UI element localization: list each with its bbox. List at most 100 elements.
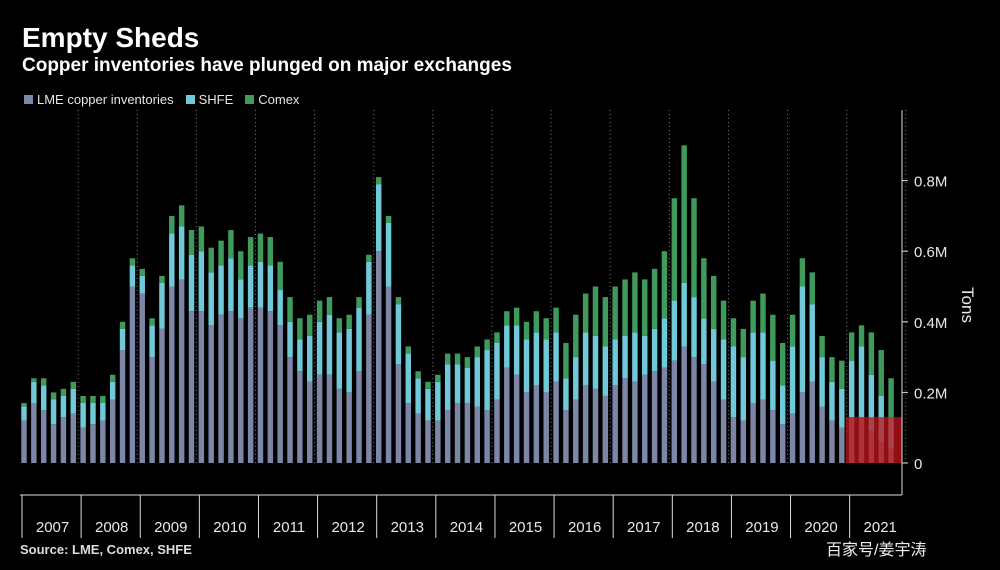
bar-segment-lme [661,367,668,463]
bar-segment-comex [770,314,776,361]
bar-segment-shfe [287,321,293,358]
legend-label-lme: LME copper inventories [37,92,174,107]
bar-segment-comex [435,374,441,382]
bar-segment-comex [188,230,195,255]
bar-segment-lme [523,392,530,463]
bar-segment-comex [444,353,451,365]
bar-segment-lme [829,420,835,463]
x-tick-label: 2012 [331,519,364,536]
bar-segment-shfe [50,399,57,425]
legend-label-shfe: SHFE [198,92,234,107]
bar-segment-shfe [710,328,717,382]
bar-segment-lme [257,307,264,463]
bar-segment-comex [563,342,569,379]
bar-segment-comex [789,314,796,347]
bar-segment-shfe [425,388,431,421]
bar-segment-lme [50,424,57,463]
bar-segment-comex [178,205,185,227]
bar-segment-shfe [100,402,106,421]
source-note: Source: LME, Comex, SHFE [20,542,192,557]
bar-segment-shfe [405,353,411,403]
bar-segment-comex [681,145,687,283]
bar-segment-comex [701,258,707,319]
bar-segment-shfe [139,275,145,294]
bar-segment-shfe [612,339,618,386]
y-tick-label: 0.4M [914,315,947,332]
bar-segment-shfe [385,222,392,287]
x-tick-label: 2020 [804,519,837,536]
bar-segment-lme [80,427,86,463]
y-axis-label: Tons [958,287,977,323]
bar-segment-comex [129,258,136,266]
bar-segment-shfe [602,346,609,396]
bar-segment-shfe [829,381,835,421]
legend-swatch-comex [245,95,255,104]
bar-segment-comex [484,339,490,351]
bar-segment-comex [760,293,766,333]
bar-segment-lme [651,371,658,463]
bar-segment-lme [218,314,224,463]
bar-segment-lme [612,385,618,463]
bar-segment-comex [100,395,106,403]
bar-segment-shfe [563,378,569,411]
bar-segment-shfe [592,335,599,389]
bar-segment-shfe [523,339,530,393]
bar-segment-comex [691,198,697,298]
legend-item-shfe: SHFE [185,92,234,107]
bar-segment-lme [31,402,37,463]
bar-segment-lme [267,311,274,463]
axes-group: 0 0.2M 0.4M 0.6M 0.8M Tons 2007 2008 2009 2010 201… [20,110,977,538]
bar-segment-lme [21,420,27,463]
bar-segment-comex [50,392,57,400]
bar-segment-lme [159,328,165,463]
bar-segment-lme [375,251,382,463]
bar-segment-shfe [671,300,678,361]
bar-segment-lme [277,325,283,463]
bar-segment-lme [415,413,421,463]
bar-segment-lme [839,427,845,463]
bar-segment-shfe [119,328,126,351]
bar-segment-comex [710,275,717,329]
bar-segment-shfe [858,346,865,418]
bar-segment-comex [829,357,835,382]
bar-segment-shfe [839,388,845,428]
y-tick-label: 0.2M [914,385,947,402]
bar-segment-shfe [543,339,549,393]
bar-segment-shfe [238,279,244,319]
bar-segment-comex [395,297,402,305]
bar-segment-comex [750,300,756,333]
bar-segment-comex [839,360,845,389]
bar-segment-lme [632,381,638,463]
bar-segment-shfe [159,282,165,329]
bar-segment-lme [444,410,451,463]
bar-segment-lme [760,399,766,463]
bar-segment-comex [888,378,894,418]
bar-segment-shfe [760,332,766,400]
bar-segment-shfe [267,265,274,312]
bar-segment-lme [474,406,480,463]
bar-segment-comex [799,258,806,287]
bar-segment-shfe [80,402,86,428]
bar-segment-comex [238,251,244,280]
bar-segment-shfe [70,388,76,414]
bar-segment-comex [267,237,274,266]
highlight-group [845,417,902,463]
bar-segment-shfe [799,286,806,393]
bar-segment-comex [582,293,589,333]
bar-segment-comex [287,297,293,322]
bar-segment-comex [307,314,313,336]
bar-segment-lme [730,417,737,463]
y-tick-label: 0.8M [914,174,947,191]
bar-segment-lme [60,417,67,463]
bar-segment-shfe [277,290,283,326]
legend-label-comex: Comex [258,92,300,107]
x-tick-label: 2015 [509,519,542,536]
bar-segment-lme [385,286,392,463]
bar-segment-lme [789,413,796,463]
bar-segment-comex [415,371,421,379]
bar-segment-shfe [504,325,510,368]
x-tick-label: 2007 [36,519,69,536]
bar-segment-shfe [484,350,490,411]
bar-segment-shfe [770,360,776,411]
bar-segment-comex [405,346,411,354]
